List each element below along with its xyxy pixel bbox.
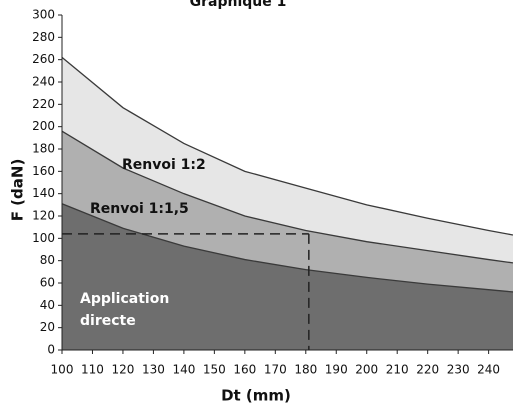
- line: [61, 56, 513, 236]
- x-tick-label: 110: [81, 363, 104, 377]
- x-tick-label: 140: [172, 363, 195, 377]
- y-tick-label: 220: [32, 97, 55, 111]
- y-tick-label: 280: [32, 30, 55, 44]
- x-tick-label: 190: [325, 363, 348, 377]
- y-tick-label: 180: [32, 142, 55, 156]
- y-tick-label: 60: [40, 276, 55, 290]
- y-axis-label: F (daN): [9, 159, 27, 222]
- y-tick-label: 120: [32, 209, 55, 223]
- x-tick-label: 200: [355, 363, 378, 377]
- y-tick-label: 0: [47, 343, 55, 357]
- y-tick-label: 160: [32, 164, 55, 178]
- line: [61, 130, 513, 264]
- x-tick-label: 230: [447, 363, 470, 377]
- x-axis-label: Dt (mm): [221, 387, 291, 405]
- series-label: Application directe: [80, 291, 170, 329]
- y-tick-label: 100: [32, 231, 55, 245]
- y-tick-label: 300: [32, 8, 55, 22]
- x-tick-label: 170: [264, 363, 287, 377]
- x-tick-label: 240: [477, 363, 500, 377]
- y-tick-label: 140: [32, 186, 55, 200]
- y-tick-label: 200: [32, 119, 55, 133]
- x-tick-label: 150: [203, 363, 226, 377]
- y-tick-label: 80: [40, 253, 55, 267]
- series-label: Renvoi 1:1,5: [90, 201, 189, 217]
- x-tick-label: 120: [111, 363, 134, 377]
- x-tick-label: 160: [233, 363, 256, 377]
- x-tick-label: 210: [386, 363, 409, 377]
- chart-title: Graphique 1: [190, 0, 287, 10]
- x-tick-label: 130: [142, 363, 165, 377]
- x-tick-label: 220: [416, 363, 439, 377]
- x-tick-label: 100: [51, 363, 74, 377]
- y-tick-label: 240: [32, 75, 55, 89]
- x-tick-label: 180: [294, 363, 317, 377]
- y-tick-label: 260: [32, 52, 55, 66]
- y-tick-label: 40: [40, 298, 55, 312]
- y-tick-label: 20: [40, 320, 55, 334]
- series-label: Renvoi 1:2: [122, 157, 206, 173]
- area: [62, 203, 513, 350]
